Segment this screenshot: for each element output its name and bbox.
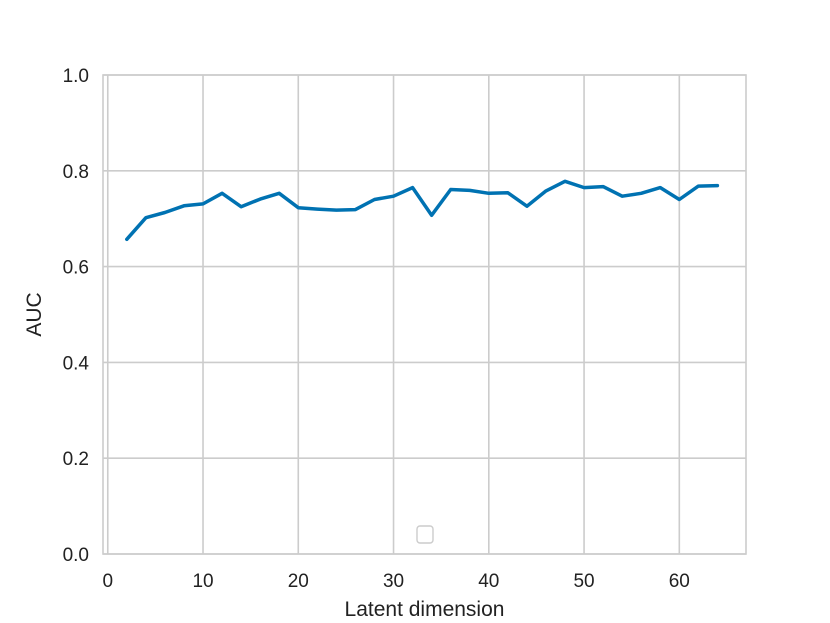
x-tick-label: 0 [102,571,113,592]
x-tick-label: 10 [192,571,213,592]
x-tick-label: 20 [288,571,309,592]
x-tick-label: 40 [478,571,499,592]
y-tick-label: 0.6 [63,258,89,279]
plot-frame [102,74,747,555]
x-tick-label: 30 [383,571,404,592]
y-tick-label: 0.8 [63,162,89,183]
series-line-0 [125,179,720,242]
y-tick-label: 0.4 [63,353,90,374]
y-tick-label: 0.0 [63,545,89,566]
y-tick-label: 0.2 [63,449,89,470]
series-layer [125,179,720,242]
y-axis-label: AUC [23,292,46,336]
x-tick-label: 50 [573,571,594,592]
grid [103,74,746,555]
x-axis-label: Latent dimension [345,598,505,621]
x-tick-label: 60 [669,571,690,592]
y-tick-label: 1.0 [63,66,89,87]
legend-box [416,525,434,544]
tick-labels: 0 10 20 30 40 50 60 0.0 0.2 0.4 0.6 0.8 1.0 [63,66,690,592]
